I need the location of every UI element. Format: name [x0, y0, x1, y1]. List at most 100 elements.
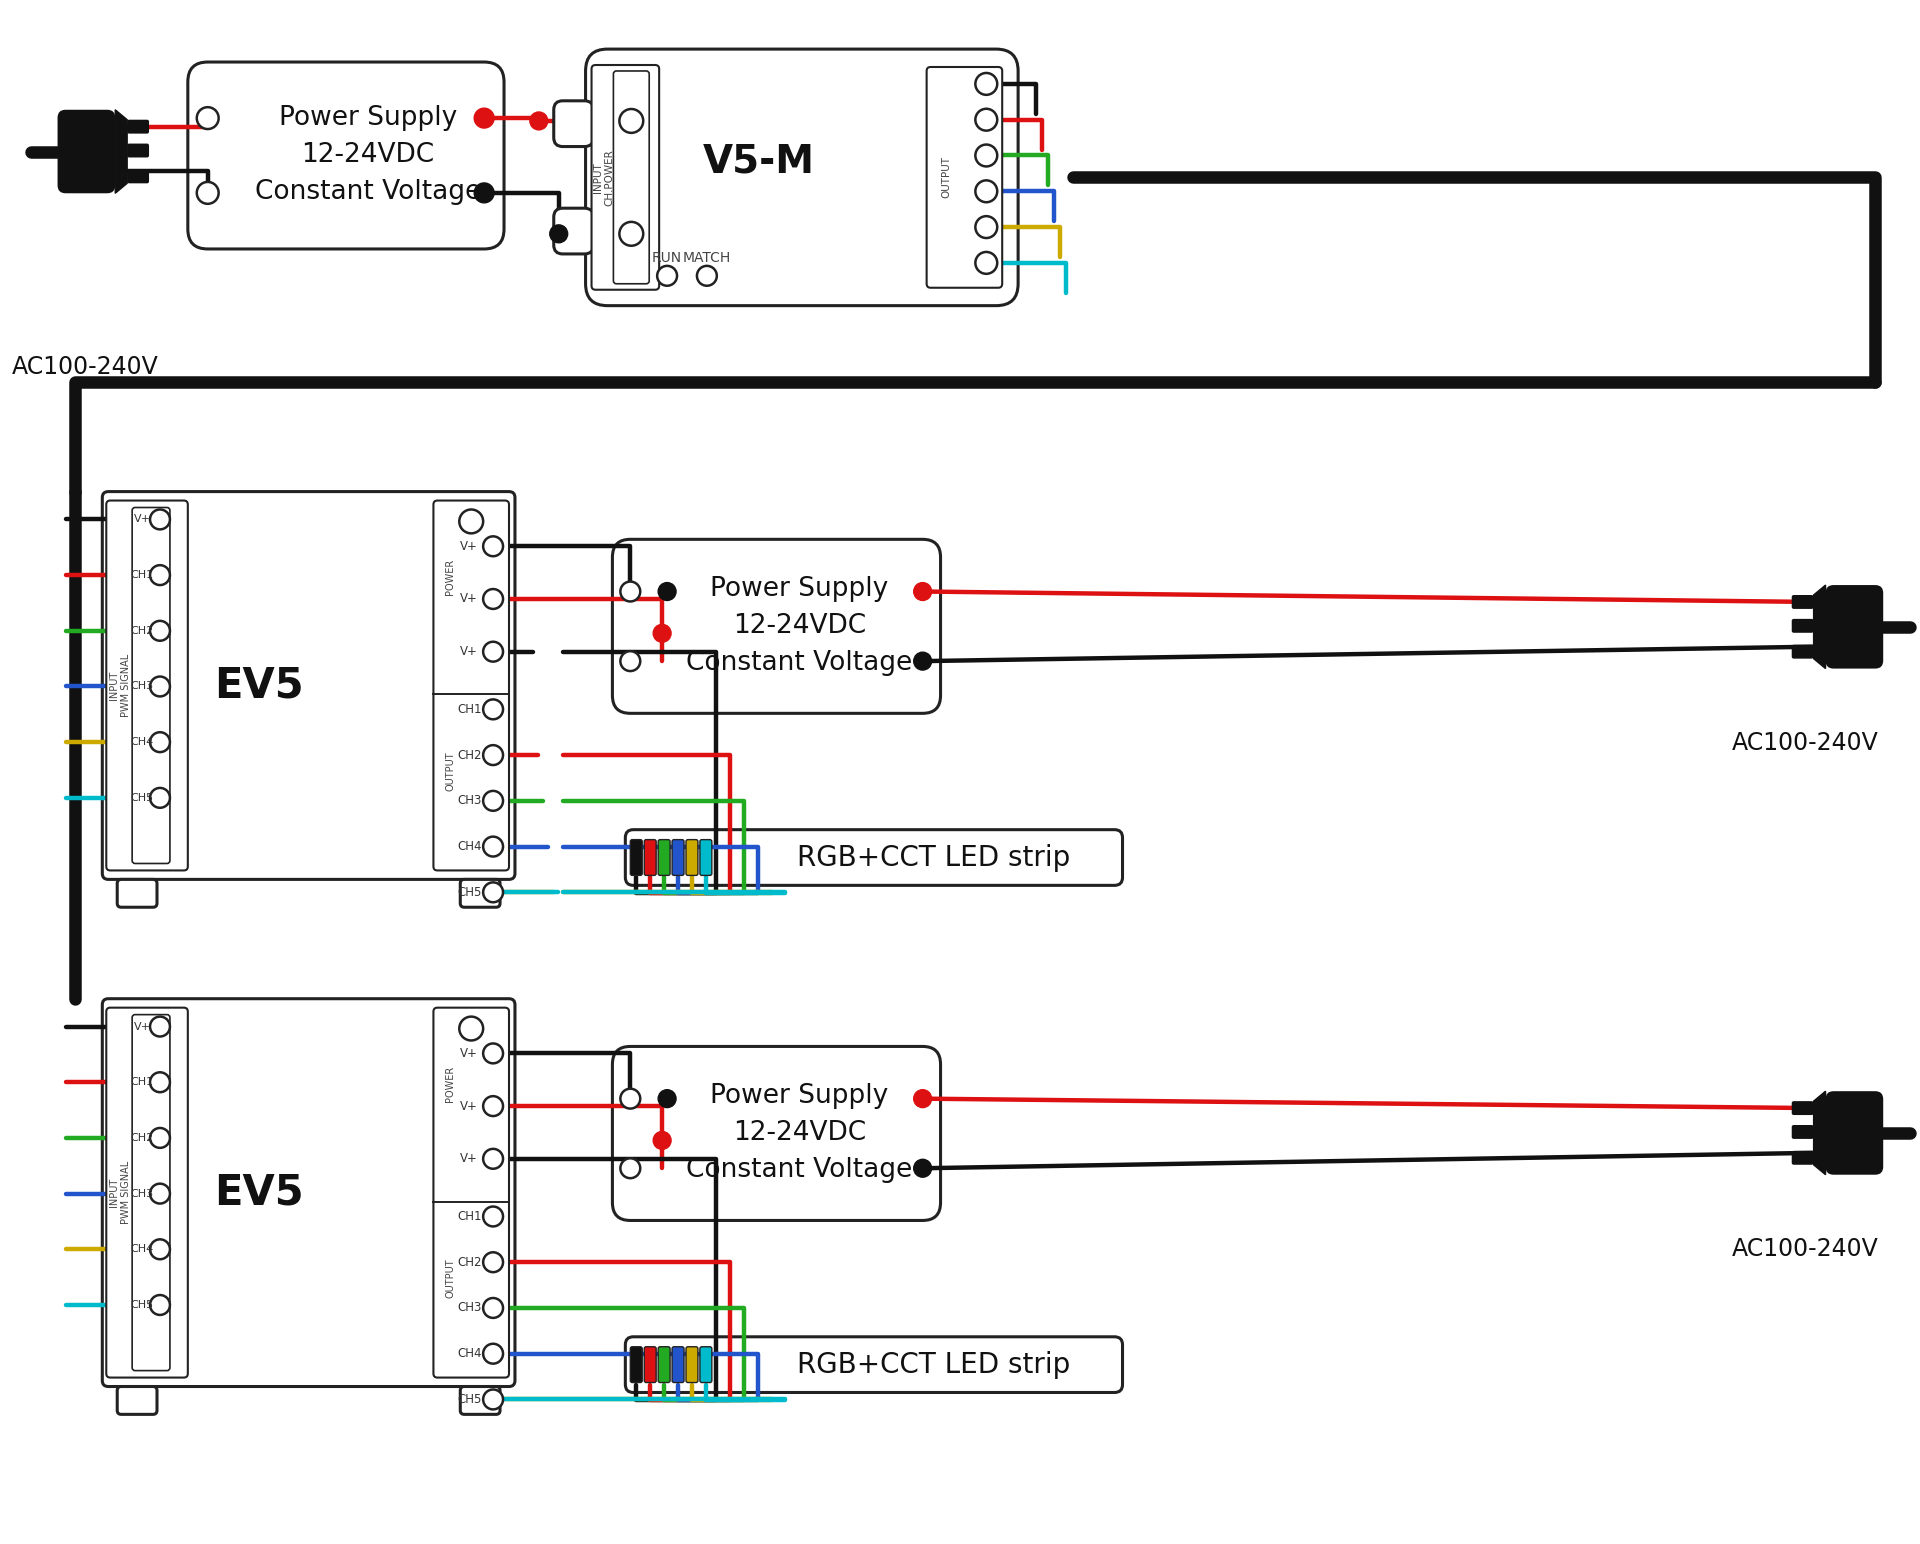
Circle shape [914, 582, 931, 601]
Text: Power Supply
12-24VDC
Constant Voltage: Power Supply 12-24VDC Constant Voltage [255, 105, 482, 205]
Circle shape [150, 1240, 171, 1260]
Text: CH4: CH4 [457, 1348, 482, 1360]
FancyBboxPatch shape [434, 500, 509, 871]
FancyBboxPatch shape [612, 1047, 941, 1220]
Text: AC100-240V: AC100-240V [1732, 732, 1880, 755]
Text: CH2: CH2 [457, 749, 482, 761]
Text: CH4: CH4 [131, 1244, 154, 1254]
Circle shape [484, 642, 503, 662]
FancyBboxPatch shape [591, 65, 659, 290]
Text: V+: V+ [461, 1099, 478, 1113]
FancyBboxPatch shape [434, 1008, 509, 1377]
Circle shape [150, 510, 171, 530]
FancyBboxPatch shape [672, 1346, 684, 1382]
Text: V+: V+ [461, 645, 478, 658]
Circle shape [659, 582, 676, 601]
FancyBboxPatch shape [461, 1387, 499, 1414]
Circle shape [484, 1390, 503, 1410]
FancyBboxPatch shape [102, 491, 515, 880]
Circle shape [975, 252, 996, 273]
Circle shape [484, 882, 503, 902]
Circle shape [484, 791, 503, 811]
FancyBboxPatch shape [672, 840, 684, 875]
Text: RUN: RUN [653, 252, 682, 266]
Polygon shape [1814, 585, 1826, 669]
Text: V+: V+ [461, 593, 478, 605]
Text: RGB+CCT LED strip: RGB+CCT LED strip [797, 843, 1069, 871]
Text: Power Supply
12-24VDC
Constant Voltage: Power Supply 12-24VDC Constant Voltage [685, 576, 912, 676]
Text: CH1: CH1 [457, 1210, 482, 1223]
Circle shape [484, 1343, 503, 1363]
Text: OUTPUT: OUTPUT [445, 1258, 455, 1299]
Circle shape [620, 1158, 639, 1178]
Text: CH3: CH3 [457, 1302, 482, 1314]
Circle shape [484, 746, 503, 764]
Circle shape [914, 1090, 931, 1107]
Text: POWER: POWER [445, 1065, 455, 1102]
Circle shape [150, 1129, 171, 1147]
Text: INPUT
CH.POWER: INPUT CH.POWER [593, 150, 614, 205]
FancyBboxPatch shape [927, 66, 1002, 287]
FancyBboxPatch shape [659, 1346, 670, 1382]
Circle shape [459, 510, 484, 533]
Circle shape [484, 1149, 503, 1169]
Circle shape [620, 222, 643, 245]
Circle shape [975, 216, 996, 238]
Circle shape [150, 621, 171, 641]
Circle shape [484, 1252, 503, 1272]
Circle shape [530, 113, 547, 130]
Text: MATCH: MATCH [684, 252, 732, 266]
Circle shape [975, 108, 996, 131]
FancyBboxPatch shape [132, 1014, 171, 1371]
FancyBboxPatch shape [1791, 619, 1814, 633]
Circle shape [484, 590, 503, 608]
FancyBboxPatch shape [127, 120, 150, 134]
Polygon shape [1814, 1092, 1826, 1175]
Circle shape [484, 699, 503, 720]
Text: AC100-240V: AC100-240V [1732, 1237, 1880, 1261]
FancyBboxPatch shape [1826, 1092, 1884, 1175]
FancyBboxPatch shape [645, 840, 657, 875]
FancyBboxPatch shape [1791, 1101, 1814, 1115]
Circle shape [975, 145, 996, 167]
Circle shape [484, 1096, 503, 1116]
Text: CH1: CH1 [131, 1078, 154, 1087]
Text: Power Supply
12-24VDC
Constant Voltage: Power Supply 12-24VDC Constant Voltage [685, 1084, 912, 1183]
Circle shape [150, 1016, 171, 1036]
Circle shape [659, 1090, 676, 1107]
Text: CH2: CH2 [131, 1133, 154, 1143]
FancyBboxPatch shape [461, 880, 499, 908]
Circle shape [196, 107, 219, 130]
FancyBboxPatch shape [626, 1337, 1123, 1393]
Circle shape [697, 266, 716, 286]
Text: CH5: CH5 [131, 794, 154, 803]
FancyBboxPatch shape [58, 110, 115, 193]
FancyBboxPatch shape [701, 1346, 712, 1382]
Circle shape [914, 652, 931, 670]
FancyBboxPatch shape [102, 999, 515, 1387]
FancyBboxPatch shape [645, 1346, 657, 1382]
Circle shape [474, 108, 493, 128]
Circle shape [484, 536, 503, 556]
Circle shape [620, 110, 643, 133]
FancyBboxPatch shape [630, 1346, 643, 1382]
Text: V+: V+ [461, 540, 478, 553]
Text: EV5: EV5 [215, 664, 303, 707]
Text: INPUT
PWM SIGNAL: INPUT PWM SIGNAL [109, 653, 131, 716]
Text: CH2: CH2 [457, 1255, 482, 1269]
Text: CH5: CH5 [457, 886, 482, 899]
Text: CH4: CH4 [131, 736, 154, 747]
FancyBboxPatch shape [553, 208, 593, 253]
Text: V+: V+ [134, 1022, 150, 1031]
Text: V+: V+ [134, 514, 150, 525]
Circle shape [150, 787, 171, 808]
Circle shape [150, 1184, 171, 1204]
Text: CH5: CH5 [131, 1300, 154, 1309]
Circle shape [653, 624, 672, 642]
Text: CH3: CH3 [131, 681, 154, 692]
FancyBboxPatch shape [1791, 594, 1814, 608]
Text: INPUT
PWM SIGNAL: INPUT PWM SIGNAL [109, 1161, 131, 1224]
Circle shape [484, 1299, 503, 1319]
Circle shape [620, 582, 639, 602]
FancyBboxPatch shape [659, 840, 670, 875]
